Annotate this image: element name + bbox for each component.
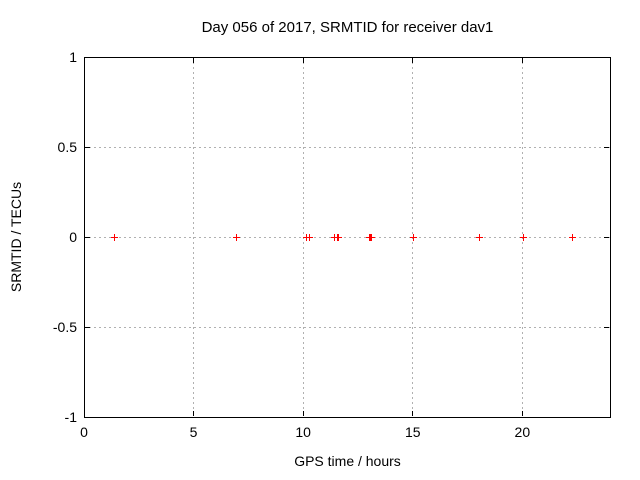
x-tick-mark-top [302, 58, 304, 63]
y-tick-label: -0.5 [52, 319, 77, 335]
x-axis-title: GPS time / hours [294, 453, 401, 469]
y-tick-mark-left [85, 326, 90, 328]
data-point-marker [302, 233, 310, 241]
x-tick-label: 5 [189, 424, 198, 440]
x-tick-mark-bottom [302, 411, 304, 416]
data-point-marker [335, 233, 343, 241]
x-tick-mark-bottom [412, 411, 414, 416]
data-point-marker [233, 233, 241, 241]
y-tick-mark-right [604, 236, 609, 238]
data-point-marker [476, 233, 484, 241]
y-tick-mark-right [604, 326, 609, 328]
x-tick-mark-top [193, 58, 195, 63]
chart-title: Day 056 of 2017, SRMTID for receiver dav… [201, 19, 494, 36]
data-point-marker [110, 233, 118, 241]
y-tick-mark-left [85, 146, 90, 148]
x-tick-mark-top [521, 58, 523, 63]
y-tick-mark-right [604, 146, 609, 148]
y-gridline [84, 326, 610, 328]
y-gridline [84, 236, 610, 238]
x-tick-label: 20 [514, 424, 531, 440]
data-point-marker [520, 233, 528, 241]
y-tick-label: -1 [64, 409, 77, 425]
y-tick-label: 1 [69, 49, 77, 65]
data-point-marker [368, 233, 376, 241]
x-tick-mark-top [412, 58, 414, 63]
x-tick-mark-bottom [193, 411, 195, 416]
plot-border [84, 57, 611, 418]
data-point-marker [306, 233, 314, 241]
x-tick-label: 0 [80, 424, 88, 440]
y-tick-label: 0.5 [57, 139, 77, 155]
x-tick-label: 10 [295, 424, 311, 440]
data-point-marker [568, 233, 576, 241]
y-tick-label: 0 [69, 229, 77, 245]
x-tick-mark-bottom [521, 411, 523, 416]
y-axis-title-text: SRMTID / TECUs [8, 181, 24, 293]
x-tick-label: 15 [404, 424, 421, 440]
data-point-marker [410, 233, 418, 241]
y-gridline [84, 146, 610, 148]
y-tick-mark-left [85, 236, 90, 238]
